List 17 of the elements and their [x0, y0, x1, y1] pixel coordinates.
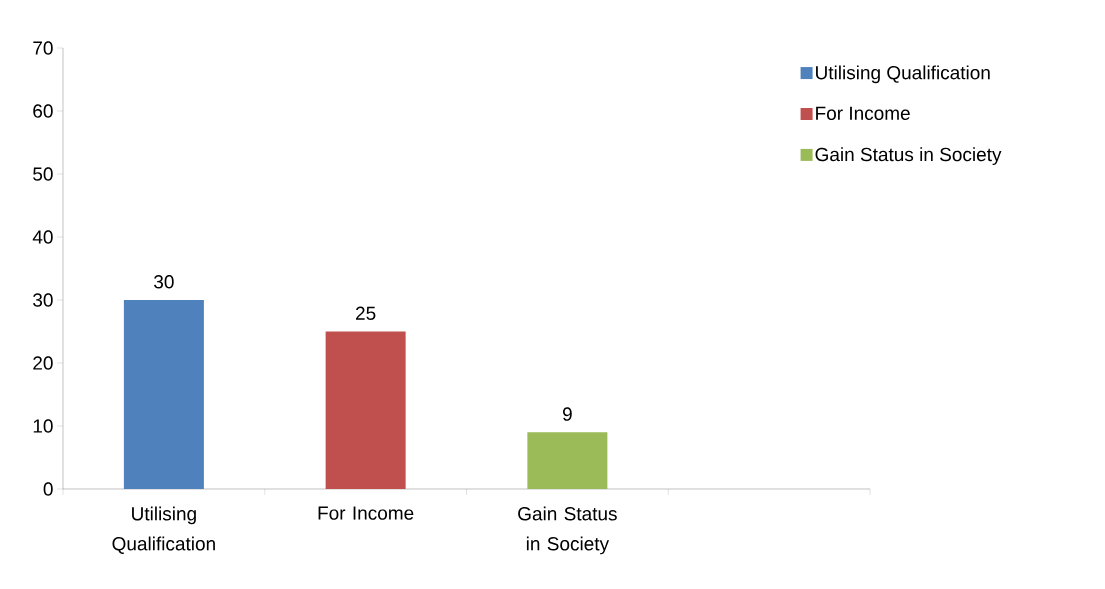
y-tick-label: 0: [43, 482, 53, 496]
legend-label: For Income: [816, 106, 910, 120]
legend-label: Gain Status in Society: [815, 147, 1002, 165]
y-tick-label: 70: [33, 41, 53, 55]
y-tick-label: 50: [33, 167, 53, 181]
data-label: 9: [562, 407, 572, 421]
y-tick-label: 20: [33, 356, 53, 370]
y-tick-label: 30: [33, 293, 53, 307]
data-label: 30: [154, 275, 174, 289]
y-tick-label: 60: [33, 104, 53, 118]
x-tick-label: For Income: [318, 506, 414, 520]
y-tick-label: 10: [33, 419, 53, 433]
legend-label: Utilising Qualification: [816, 65, 990, 84]
x-tick-label: Gain Status in Society: [518, 506, 617, 555]
data-label: 25: [356, 306, 376, 320]
y-tick-label: 40: [32, 230, 53, 244]
x-tick-label: Utilising Qualification: [112, 506, 215, 554]
